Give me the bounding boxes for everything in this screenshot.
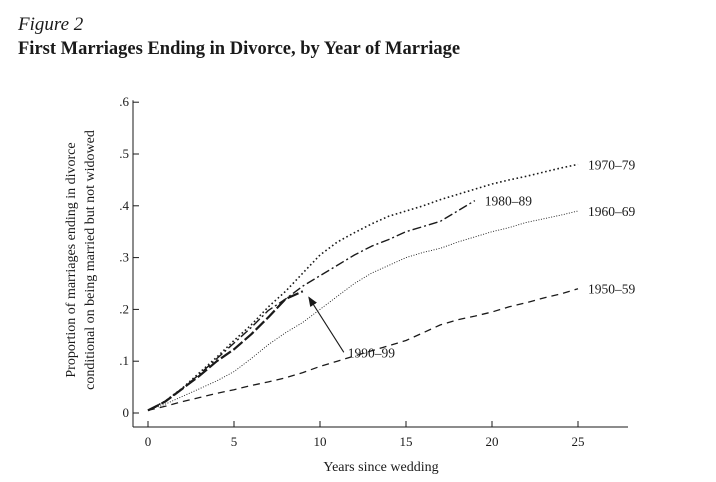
series-line-1980-89 (147, 200, 476, 412)
series-line-1960-69 (147, 210, 579, 411)
x-tick-label: 10 (314, 434, 327, 449)
y-tick-label: .2 (119, 301, 129, 316)
x-tick-label: 25 (572, 434, 585, 449)
y-axis-title-line-1: Proportion of marriages ending in divorc… (64, 142, 79, 377)
figure-label: Figure 2 (18, 14, 84, 35)
series-line-1990-99 (147, 290, 304, 412)
label-arrow-1990-99 (308, 296, 345, 353)
y-axis-title-line-2: conditional on being married but not wid… (83, 130, 98, 390)
series-labels: 1970–79 1980–89 1960–69 1950–59 1990–99 (308, 157, 636, 360)
series-label-1980-89: 1980–89 (485, 194, 533, 209)
series-lines (147, 163, 579, 412)
y-tick-label: .3 (119, 250, 129, 265)
x-axis-title: Years since wedding (323, 460, 438, 475)
y-tick-label: .4 (119, 198, 129, 213)
y-tick-label: .5 (119, 146, 129, 161)
x-tick-label: 15 (400, 434, 413, 449)
series-label-1990-99: 1990–99 (348, 345, 396, 360)
series-label-1960-69: 1960–69 (588, 204, 636, 219)
series-label-1950-59: 1950–59 (588, 282, 636, 297)
series-line-1950-59 (147, 288, 579, 412)
x-tick-label: 0 (145, 434, 152, 449)
y-tick-label: .1 (119, 353, 129, 368)
axes: 0 .1 .2 .3 .4 .5 .6 0 5 10 15 20 25 (119, 94, 628, 449)
y-tick-label: 0 (123, 405, 130, 420)
figure-title: First Marriages Ending in Divorce, by Ye… (18, 39, 461, 59)
x-tick-label: 5 (231, 434, 238, 449)
x-tick-label: 20 (486, 434, 499, 449)
series-label-1970-79: 1970–79 (588, 157, 636, 172)
y-tick-label: .6 (119, 94, 129, 109)
